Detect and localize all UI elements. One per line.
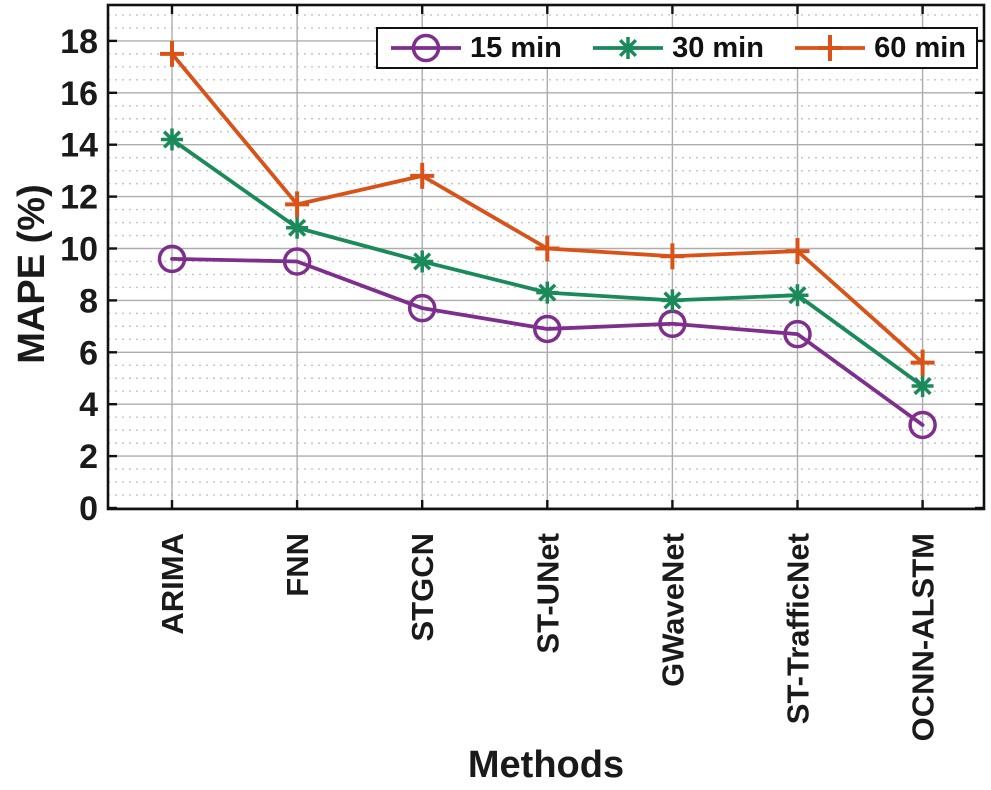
y-tick-label: 4 — [79, 386, 98, 424]
y-tick-label: 14 — [60, 127, 98, 165]
x-tick-label: FNN — [280, 533, 315, 597]
y-tick-label: 6 — [79, 334, 98, 372]
legend-item-15min: 15 min — [388, 31, 562, 65]
y-tick-label: 10 — [60, 231, 98, 269]
x-tick-label: GWaveNet — [655, 533, 690, 687]
y-axis-title: MAPE (%) — [11, 184, 53, 363]
y-tick-label: 2 — [79, 438, 98, 476]
legend-marker-15min-icon — [391, 33, 461, 63]
legend-item-60min: 60 min — [792, 31, 966, 65]
x-tick-label: ARIMA — [155, 533, 190, 635]
legend-label-30min: 30 min — [672, 31, 764, 64]
x-tick-labels: ARIMA FNN STGCN ST-UNet GWaveNet ST-TrafficNe… — [155, 533, 941, 741]
series-60-min — [160, 40, 935, 376]
y-tick-label: 8 — [79, 282, 98, 320]
series-30-min — [161, 128, 934, 398]
axis-ticks — [108, 5, 984, 510]
x-tick-label: ST-TrafficNet — [781, 533, 816, 724]
y-tick-label: 0 — [79, 490, 98, 528]
series-15-min — [157, 244, 937, 440]
legend-item-30min: 30 min — [590, 31, 764, 65]
y-tick-label: 12 — [60, 179, 98, 217]
y-tick-label: 18 — [60, 23, 98, 61]
x-tick-label: OCNN-ALSTM — [906, 533, 941, 741]
y-tick-label: 16 — [60, 75, 98, 113]
legend-label-60min: 60 min — [874, 31, 966, 64]
legend-label-15min: 15 min — [470, 31, 562, 64]
legend-marker-60min-icon — [795, 35, 866, 61]
plot-border — [106, 3, 986, 511]
legend-marker-30min-icon — [593, 37, 664, 59]
legend: 15 min 30 min 60 min — [376, 27, 978, 69]
x-axis-title: Methods — [468, 744, 624, 786]
y-tick-labels: 0 2 4 6 8 10 12 14 16 18 — [60, 23, 98, 528]
x-tick-label: STGCN — [405, 533, 440, 642]
x-tick-label: ST-UNet — [530, 533, 565, 654]
